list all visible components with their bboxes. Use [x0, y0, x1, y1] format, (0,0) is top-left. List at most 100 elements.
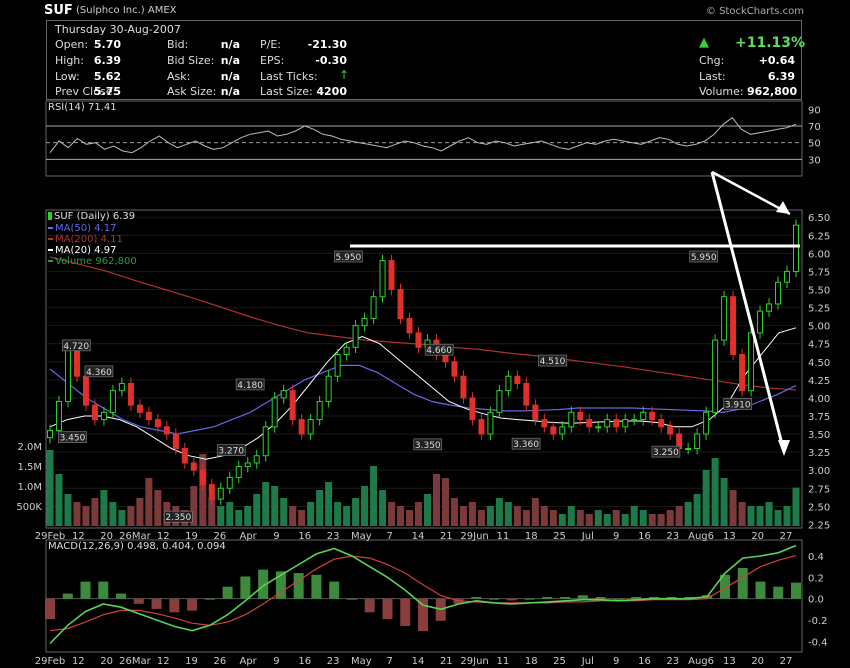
price-legend-label: MA(50) 4.17	[55, 223, 116, 234]
volume-bar	[244, 506, 252, 526]
chg-value: +0.64	[758, 54, 795, 67]
price-callout-box	[84, 365, 114, 378]
price-x-tick-label: 9	[613, 531, 619, 542]
price-tick-label: 2.75	[808, 484, 830, 495]
candle-body	[406, 317, 413, 334]
volume-bar	[666, 510, 674, 526]
volume-bar	[594, 510, 602, 526]
volume-bar	[325, 482, 333, 526]
volume-bar	[675, 506, 683, 526]
macd-histogram-bar	[45, 598, 55, 620]
volume-bar	[468, 502, 476, 526]
candle-body	[415, 332, 422, 348]
price-callout-box	[689, 250, 719, 263]
volume-bar	[208, 498, 216, 526]
price-callout-box	[424, 343, 454, 356]
candle-body	[280, 390, 287, 399]
macd-line	[49, 544, 797, 645]
low-value: 5.62	[93, 70, 121, 83]
macd-histogram-bar	[755, 581, 766, 599]
candle-body	[595, 426, 602, 429]
price-callout-label: 2.350	[165, 513, 191, 523]
macd-histogram-bar	[80, 581, 91, 599]
rsi-panel: 90 70 50 30 RSI(14) 71.41	[46, 102, 821, 166]
candle-body	[163, 426, 170, 435]
price-panel: 6.50 6.25 6.00 5.75 5.50 5.25 5.00 4.75 4.50 4.25…	[16, 211, 830, 542]
volume-bar	[576, 510, 584, 526]
price-callout-label: 4.180	[237, 381, 263, 391]
quote-panel: Thursday 30-Aug-2007 Open: 5.70 High: 6.…	[46, 20, 806, 100]
macd-x-tick-label: 23	[666, 656, 679, 667]
volume-bar	[792, 487, 800, 526]
macd-x-tick-label: May	[351, 656, 372, 667]
volume-bar	[630, 506, 638, 526]
price-tick-label: 5.50	[808, 286, 830, 297]
macd-x-tick-label: 14	[412, 656, 425, 667]
last-value: 6.39	[767, 70, 795, 83]
ask-size-value: n/a	[220, 85, 240, 98]
price-callout-box	[538, 354, 567, 367]
candle-body	[388, 260, 395, 291]
macd-histogram-bar	[400, 598, 411, 626]
price-x-tick-label: 27	[780, 531, 793, 542]
macd-histogram-bar	[595, 596, 606, 599]
price-legend-label: MA(200) 4.11	[55, 234, 123, 245]
price-callout-box	[413, 438, 443, 451]
macd-histogram-bar	[364, 598, 375, 613]
candle-body	[541, 419, 548, 428]
price-tick-label: 4.25	[808, 376, 830, 387]
candle-body	[631, 419, 638, 422]
price-callout-box	[334, 250, 363, 263]
volume-bar	[702, 470, 710, 526]
macd-x-tick-label: 26	[213, 656, 226, 667]
volume-bar	[648, 514, 656, 526]
candle-body	[109, 390, 116, 413]
volume-bar	[406, 510, 414, 526]
price-x-tick-label: 20	[751, 531, 764, 542]
company-name: (Sulphco Inc.) AMEX	[76, 5, 177, 16]
macd-histogram-bar	[240, 576, 251, 599]
candle-body	[298, 419, 305, 435]
macd-histogram-bar	[169, 598, 180, 613]
volume-bar	[711, 458, 719, 526]
candle-body	[262, 426, 269, 457]
macd-tick-label: 0.4	[808, 552, 824, 563]
rsi-tick-label: 30	[808, 155, 821, 166]
volume-bar	[379, 490, 387, 526]
volume-bar	[91, 498, 99, 526]
price-x-tick-label: 25	[553, 531, 566, 542]
price-x-tick-label: 29Feb	[35, 531, 65, 542]
macd-histogram-bar	[613, 598, 624, 600]
price-callout-label: 3.450	[60, 434, 86, 444]
macd-x-tick-label: Apr	[239, 656, 257, 667]
low-label: Low:	[55, 70, 80, 83]
candle-body	[667, 426, 674, 435]
price-x-tick-label: 23	[666, 531, 679, 542]
candle-body	[118, 382, 125, 392]
candle-body	[181, 448, 188, 464]
macd-histogram-bar	[524, 598, 535, 600]
percent-change: +11.13%	[735, 35, 806, 51]
arrowhead-upper-icon	[776, 201, 790, 214]
price-callout-box	[61, 339, 91, 352]
macd-histogram-bar	[666, 596, 677, 599]
trend-arrow-upper	[711, 170, 791, 216]
prev-close-label: Prev Close:	[55, 85, 117, 98]
rsi-tick-label: 70	[808, 122, 821, 133]
ma200-line	[49, 256, 797, 391]
ask-label: Ask:	[167, 70, 191, 83]
candle-body	[775, 281, 782, 305]
candle-body	[289, 390, 296, 421]
volume-bar	[495, 498, 503, 526]
bid-label: Bid:	[167, 38, 189, 51]
candle-body	[478, 419, 485, 435]
macd-x-tick-label: 29Feb	[35, 656, 65, 667]
macd-histogram-bar	[204, 598, 215, 600]
volume-bar	[271, 486, 279, 526]
up-triangle-icon: ▲	[699, 35, 709, 50]
volume-bar	[513, 506, 521, 526]
price-x-tick-label: 23	[327, 531, 340, 542]
macd-histogram-bar	[98, 581, 109, 599]
price-x-tick-label: 14	[412, 531, 425, 542]
macd-histogram-bar	[187, 598, 198, 611]
